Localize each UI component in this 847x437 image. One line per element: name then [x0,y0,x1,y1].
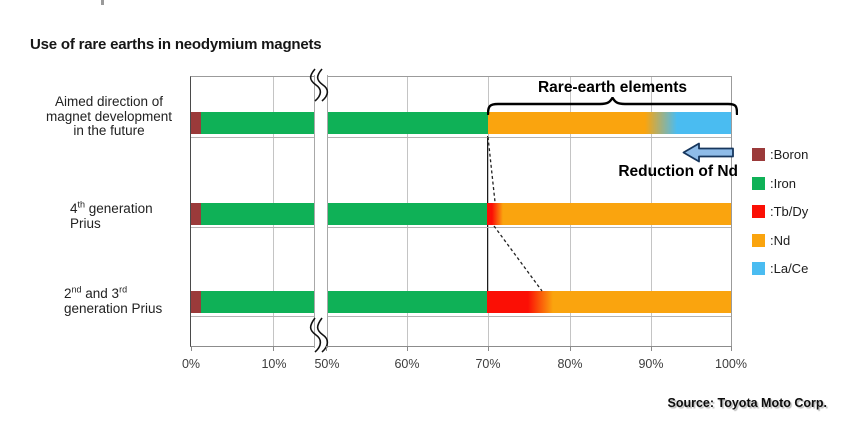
axis-tick [273,346,274,351]
x-tick-label-60: 60% [394,357,420,371]
legend-label: :Iron [770,175,797,191]
axis-tick [191,346,192,351]
legend-item-boron: :Boron [752,147,809,162]
x-tick-label-80: 80% [557,357,583,371]
axis-break-band [314,75,328,348]
boron-swatch-icon [752,148,765,161]
category-label-2nd-3rd-gen: 2nd and 3rd generation Prius [64,284,163,316]
category-label-future: Aimed direction of magnet development in t… [45,94,173,138]
source-attribution: Source: Toyota Moto Corp. [667,396,828,410]
bar-2nd-3rd-gen-prius [191,291,731,313]
x-tick-label-70: 70% [475,357,501,371]
legend-label: :Tb/Dy [770,204,809,219]
x-tick-label-0: 0% [181,357,201,371]
legend: :Boron :Iron :Tb/Dy :Nd :La/Ce [752,147,809,291]
legend-label: :Boron [770,147,809,162]
axis-tick [651,346,652,351]
page-title: Use of rare earths in neodymium magnets [30,36,322,53]
legend-item-nd: :Nd [752,232,808,248]
reduction-of-nd-label: Reduction of Nd [618,163,738,180]
x-tick-label-10: 10% [261,357,287,371]
bar-future-magnet [191,112,731,134]
rare-earth-elements-label: Rare-earth elements [537,79,688,96]
lace-swatch-icon [752,262,765,275]
left-arrow-icon [682,142,734,163]
plot-area [190,75,732,348]
iron-swatch-icon [752,176,765,190]
bar-baseline [191,316,731,317]
axis-tick [326,346,327,351]
legend-item-iron: :Iron [752,175,808,191]
rare-earth-brace-icon [487,97,738,115]
x-tick-label-50: 50% [314,357,340,371]
x-tick-label-90: 90% [638,357,664,371]
axis-tick [488,346,489,351]
legend-item-tbdy: :Tb/Dy [752,204,809,219]
legend-label: :Nd [770,232,791,248]
bar-4th-gen-prius [191,203,731,225]
bar-baseline [191,227,731,228]
legend-item-lace: :La/Ce [752,261,809,276]
axis-tick [731,346,732,351]
axis-tick [407,346,408,351]
legend-label: :La/Ce [770,261,809,276]
axis-tick [570,346,571,351]
bar-baseline [191,137,731,138]
stray-mark [101,0,104,5]
nd-swatch-icon [752,233,765,247]
tbdy-swatch-icon [752,205,765,218]
x-tick-label-100: 100% [715,357,747,371]
category-label-4th-gen: 4th generation Prius [70,199,153,231]
